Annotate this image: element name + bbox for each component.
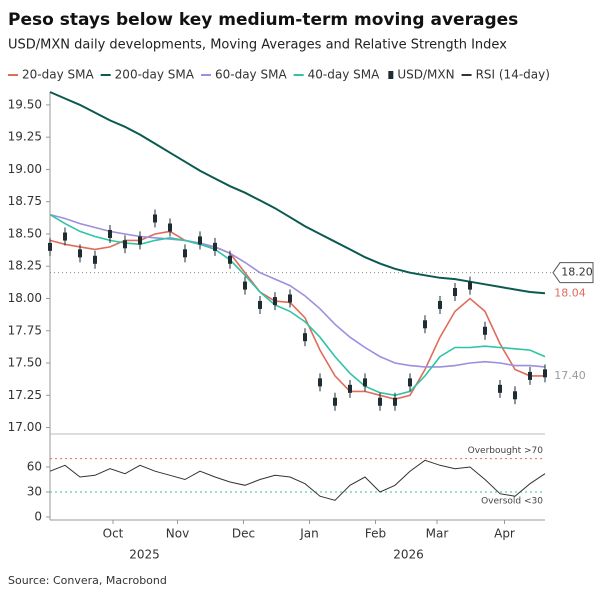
candle bbox=[63, 232, 67, 241]
y-tick-label: 17.25 bbox=[8, 388, 42, 402]
candle bbox=[393, 397, 397, 406]
annotation-label: 17.40 bbox=[554, 369, 586, 382]
y-tick-label: 18.00 bbox=[8, 291, 42, 305]
candle bbox=[108, 229, 112, 238]
series-line bbox=[49, 213, 546, 368]
x-tick-label: Apr bbox=[494, 527, 515, 541]
legend-label: 60-day SMA bbox=[215, 68, 287, 82]
candle bbox=[78, 249, 82, 258]
candle bbox=[483, 326, 487, 335]
candle bbox=[183, 249, 187, 258]
x-tick-label: Dec bbox=[232, 527, 255, 541]
candle bbox=[438, 300, 442, 309]
candle bbox=[153, 214, 157, 223]
y-tick-label: 18.50 bbox=[8, 226, 42, 240]
legend-label: USD/MXN bbox=[397, 68, 454, 82]
legend-label: 40-day SMA bbox=[308, 68, 380, 82]
candle bbox=[288, 294, 292, 303]
candle bbox=[498, 384, 502, 393]
candle bbox=[453, 288, 457, 297]
y-tick-label: 17.00 bbox=[8, 420, 42, 434]
series-line bbox=[49, 91, 546, 295]
candle bbox=[168, 223, 172, 232]
candle bbox=[318, 378, 322, 387]
year-label: 2025 bbox=[129, 548, 160, 562]
candle bbox=[513, 391, 517, 400]
y-tick-label: 17.50 bbox=[8, 356, 42, 370]
y-tick-label: 19.25 bbox=[8, 130, 42, 144]
chart-subtitle: USD/MXN daily developments, Moving Avera… bbox=[8, 38, 507, 53]
candle bbox=[273, 297, 277, 306]
series-line bbox=[49, 459, 546, 501]
candle bbox=[123, 240, 127, 249]
legend-swatch bbox=[388, 71, 394, 79]
candle bbox=[243, 281, 247, 290]
y-tick-label: 17.75 bbox=[8, 323, 42, 337]
candle bbox=[228, 255, 232, 264]
candle bbox=[303, 333, 307, 342]
series-line bbox=[49, 213, 546, 397]
x-tick-label: Jan bbox=[299, 527, 319, 541]
annotation-label: 18.04 bbox=[554, 286, 586, 299]
candle bbox=[408, 378, 412, 387]
candle bbox=[213, 242, 217, 251]
candle bbox=[363, 378, 367, 387]
x-tick-label: Nov bbox=[166, 527, 189, 541]
label-box bbox=[552, 262, 594, 284]
y-tick-label: 30 bbox=[27, 485, 42, 499]
candle bbox=[423, 320, 427, 329]
candle bbox=[93, 255, 97, 264]
reference-label: Overbought >70 bbox=[468, 446, 544, 456]
y-tick-label: 19.50 bbox=[8, 97, 42, 111]
y-tick-label: 60 bbox=[27, 460, 42, 474]
x-tick-label: Mar bbox=[426, 527, 449, 541]
x-tick-label: Oct bbox=[103, 527, 124, 541]
x-tick-label: Feb bbox=[365, 527, 386, 541]
chart-title: Peso stays below key medium-term moving … bbox=[8, 10, 518, 30]
y-tick-label: 18.25 bbox=[8, 259, 42, 273]
candle bbox=[138, 236, 142, 245]
reference-label: Oversold <30 bbox=[481, 497, 543, 507]
source: Source: Convera, Macrobond bbox=[8, 574, 167, 587]
candle bbox=[378, 397, 382, 406]
year-label: 2026 bbox=[393, 548, 424, 562]
legend-label: 200-day SMA bbox=[115, 68, 195, 82]
candle bbox=[348, 384, 352, 393]
candle bbox=[48, 242, 52, 251]
legend-label: RSI (14-day) bbox=[476, 68, 550, 82]
y-tick-label: 19.00 bbox=[8, 162, 42, 176]
candle bbox=[528, 371, 532, 380]
candle bbox=[198, 236, 202, 245]
series-line bbox=[49, 230, 545, 401]
y-tick-label: 18.75 bbox=[8, 194, 42, 208]
annotation-label: 18.20 bbox=[561, 266, 593, 279]
candle bbox=[258, 300, 262, 309]
candle bbox=[333, 397, 337, 406]
candle bbox=[468, 281, 472, 290]
y-tick-label: 0 bbox=[34, 510, 42, 524]
legend-label: 20-day SMA bbox=[22, 68, 94, 82]
candle bbox=[543, 369, 547, 378]
